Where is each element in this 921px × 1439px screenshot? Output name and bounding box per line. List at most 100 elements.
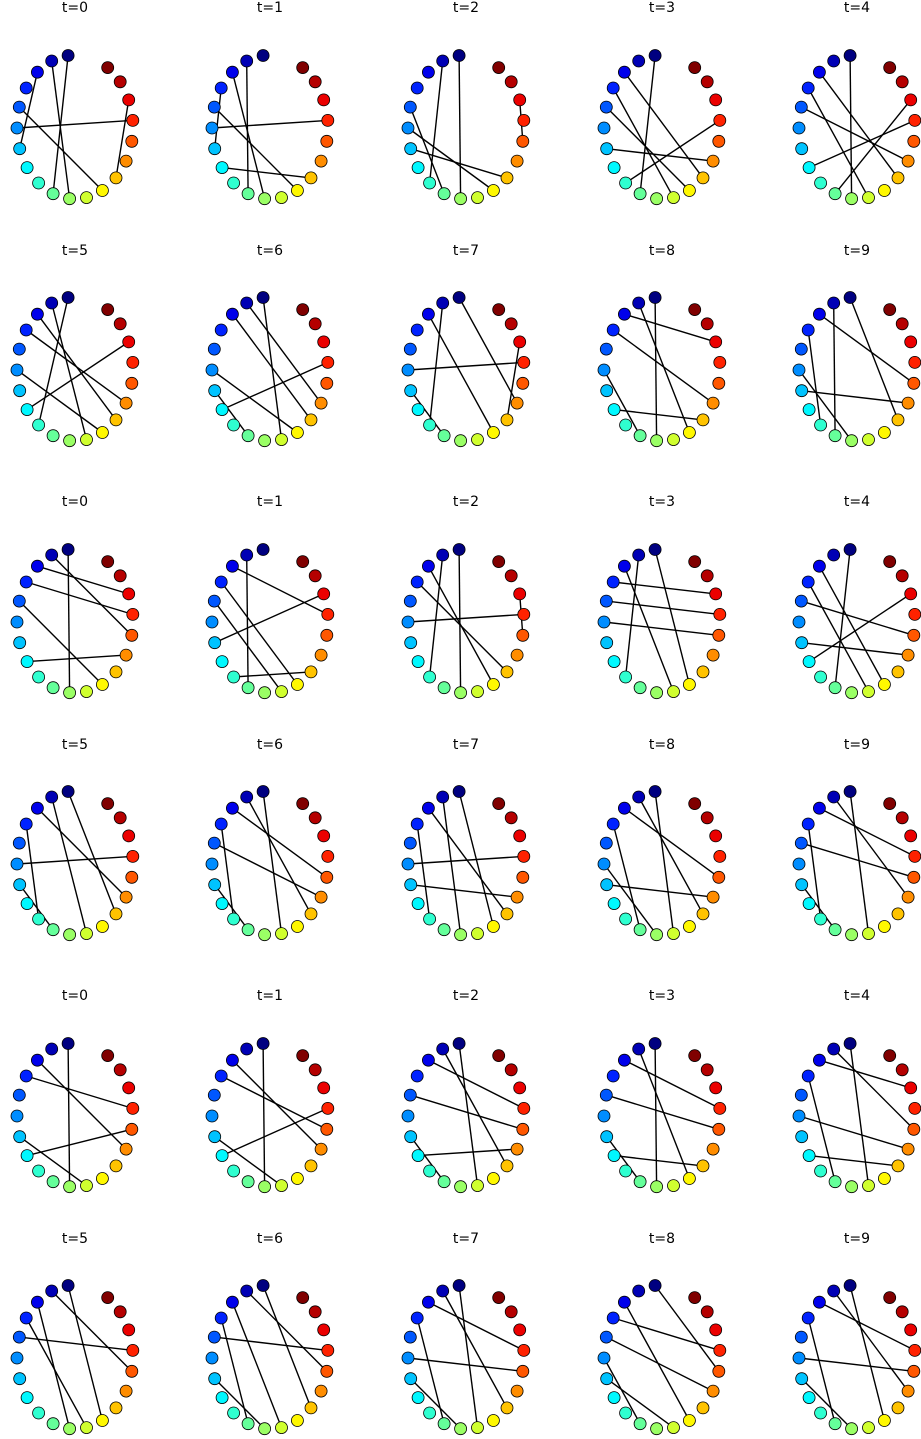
graph-node [650, 686, 663, 700]
graph-node [513, 587, 527, 601]
graph-node [437, 429, 451, 443]
graph-node [794, 342, 808, 356]
graph-node [795, 142, 809, 156]
graph-node [517, 1344, 531, 1357]
graph-node [794, 1330, 808, 1344]
graph-node [240, 548, 254, 562]
graph-node [606, 323, 620, 337]
graph-node [227, 176, 241, 190]
graph-node [513, 1081, 527, 1095]
panel-title: t=4 [843, 494, 871, 510]
graph-edge [849, 1043, 870, 1186]
graph-node [317, 587, 331, 601]
graph-node [205, 1351, 219, 1365]
graph-edge [606, 600, 720, 616]
graph-node [500, 413, 514, 427]
graph-edge [26, 1128, 132, 1157]
graph-edge [231, 72, 266, 199]
graph-node [225, 1053, 239, 1067]
graph-node [883, 61, 897, 74]
panel-title: t=7 [452, 243, 480, 259]
graph-edge [800, 106, 909, 162]
graph-node [403, 1088, 417, 1102]
graph-node [618, 801, 631, 815]
graph-edge [18, 600, 103, 685]
graph-node [828, 681, 842, 695]
graph-node [828, 923, 842, 937]
graph-node [843, 1279, 857, 1292]
panel-title: t=9 [843, 243, 871, 259]
graph-node [421, 307, 435, 321]
graph-node [706, 648, 720, 662]
graph-node [126, 1102, 140, 1115]
graph-node [403, 100, 417, 114]
graph-node [904, 587, 918, 601]
graph-node [650, 434, 663, 448]
graph-node [314, 396, 328, 410]
graph-node [713, 1102, 727, 1115]
graph-node [827, 1042, 841, 1056]
graph-node [452, 785, 466, 798]
graph-node [321, 1344, 335, 1357]
graph-node [709, 1323, 723, 1337]
graph-node [878, 1172, 891, 1185]
graph-node [410, 817, 424, 831]
panel-title: t=2 [452, 0, 480, 16]
graph-edge [624, 1059, 721, 1110]
graph-edge [807, 329, 822, 426]
graph-node [907, 1122, 921, 1136]
graph-node [10, 1351, 24, 1365]
graph-node [517, 608, 531, 621]
graph-edge [654, 1043, 658, 1187]
graph-node [517, 355, 531, 369]
graph-edge [798, 369, 853, 442]
graph-node [61, 1037, 75, 1050]
graph-edge [51, 60, 71, 199]
graph-node [795, 878, 809, 892]
graph-node [314, 648, 328, 662]
graph-edge [428, 302, 444, 426]
graph-node [404, 878, 418, 892]
graph-node [437, 1175, 451, 1189]
panel-title: t=8 [648, 737, 676, 753]
graph-node [240, 296, 254, 310]
graph-node [452, 1279, 466, 1292]
graph-node [794, 836, 808, 850]
graph-node [904, 93, 918, 107]
graph-node [794, 100, 808, 114]
graph-node [648, 785, 662, 798]
graph-node [500, 907, 514, 921]
graph-node [883, 303, 897, 317]
graph-node [516, 870, 530, 884]
graph-node [96, 920, 109, 933]
graph-edge [211, 119, 328, 129]
graph-edge [214, 390, 249, 437]
graph-edge [613, 581, 716, 595]
graph-node [227, 1164, 241, 1178]
graph-node [215, 161, 229, 175]
graph-node [792, 1109, 806, 1123]
graph-node [275, 1421, 288, 1434]
graph-node [500, 171, 514, 185]
graph-edge [625, 119, 721, 184]
graph-edge [639, 55, 656, 194]
graph-node [215, 403, 229, 417]
graph-node [125, 628, 139, 642]
graph-node [411, 1391, 425, 1404]
graph-edge [807, 1317, 836, 1424]
graph-node [883, 1049, 897, 1062]
graph-node [712, 134, 726, 148]
graph-node [845, 192, 858, 206]
graph-node [500, 1159, 514, 1173]
graph-node [504, 75, 518, 89]
graph-node [45, 1284, 59, 1298]
graph-node [241, 923, 255, 937]
graph-node [207, 594, 221, 608]
